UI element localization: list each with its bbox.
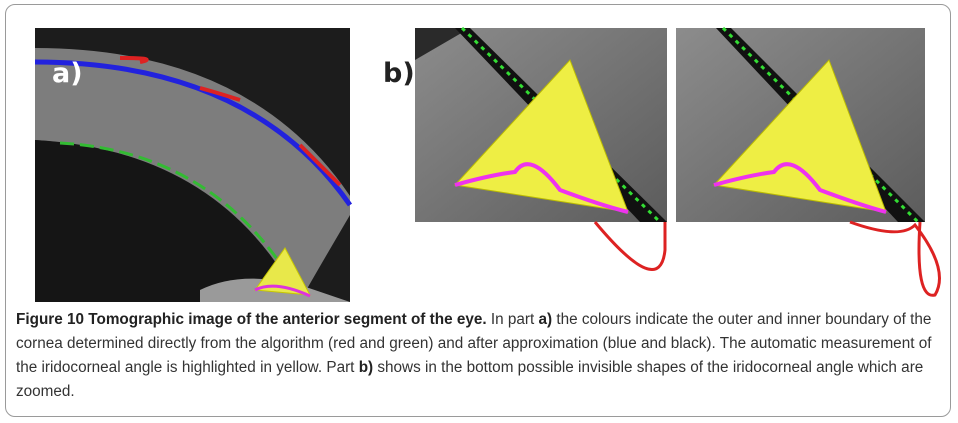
figure-image: a) b): [0, 0, 958, 310]
panel-a: a): [35, 28, 350, 302]
caption-title: Tomographic image of the anterior segmen…: [88, 311, 486, 328]
caption-label: Figure 10: [16, 311, 84, 328]
caption-text: In part: [491, 311, 539, 328]
panel-label: a): [52, 58, 83, 89]
panel-b-left: [415, 28, 667, 270]
caption: Figure 10 Tomographic image of the anter…: [16, 308, 946, 404]
panel-b-right: [676, 28, 940, 295]
panel-label: b): [383, 58, 415, 89]
caption-ref: b): [359, 359, 373, 376]
caption-ref: a): [539, 311, 553, 328]
angle-shape: [850, 222, 940, 295]
angle-shape: [595, 222, 665, 270]
page: a) b) Figure 10 Tomographic image of the…: [0, 0, 958, 423]
